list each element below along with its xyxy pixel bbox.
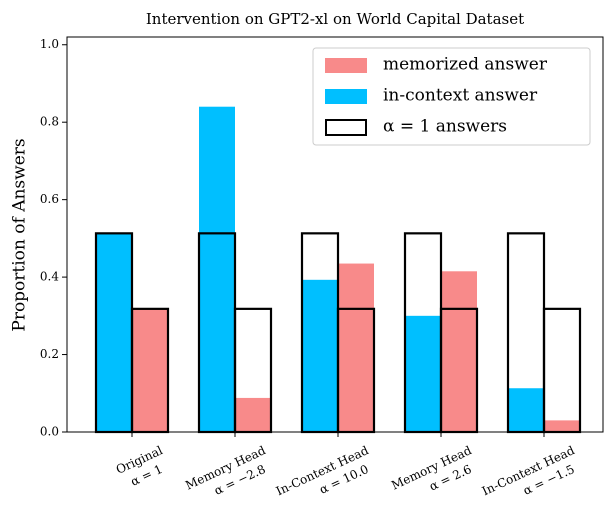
legend-swatch (325, 58, 367, 73)
legend-swatch (325, 89, 367, 104)
y-tick-label: 1.0 (40, 37, 59, 51)
legend-label: α = 1 answers (383, 117, 507, 137)
bar (132, 308, 168, 432)
bar (405, 315, 441, 432)
bar (302, 279, 338, 432)
outline-bar (542, 307, 582, 434)
legend-swatch (325, 119, 367, 136)
bar (96, 233, 132, 432)
y-tick-label: 0.4 (40, 270, 59, 284)
y-tick-label: 0.0 (40, 425, 59, 439)
bar (199, 106, 235, 433)
y-tick-label: 0.6 (40, 192, 59, 206)
plot-frame (66, 36, 604, 433)
legend-label: in-context answer (383, 86, 538, 106)
bar (441, 271, 477, 432)
bar (508, 388, 544, 432)
y-tick-label: 0.8 (40, 115, 59, 129)
y-axis-label: Proportion of Answers (10, 138, 30, 331)
bar (544, 420, 580, 432)
legend-box (312, 47, 591, 146)
legend-label: memorized answer (383, 55, 548, 75)
chart-title: Intervention on GPT2-xl on World Capital… (146, 10, 524, 28)
bar (338, 263, 374, 432)
bar (235, 397, 271, 432)
y-tick-label: 0.2 (40, 347, 59, 361)
